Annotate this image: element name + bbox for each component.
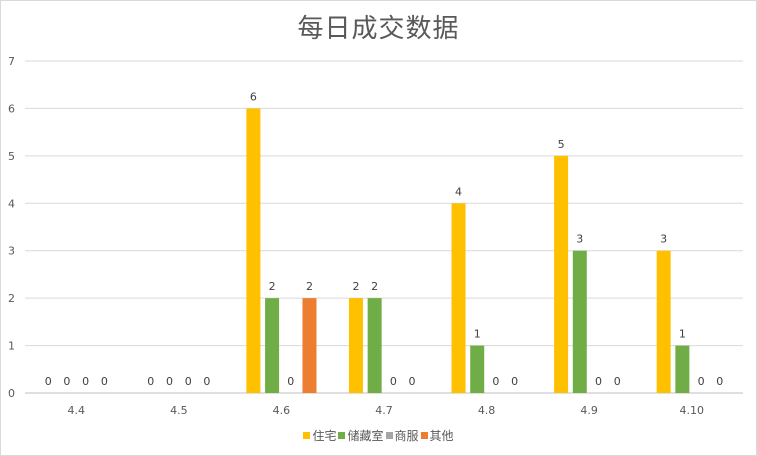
bar: [367, 298, 382, 393]
data-label: 0: [409, 375, 416, 388]
legend-swatch: [303, 432, 311, 439]
x-tick-label: 4.8: [478, 404, 496, 417]
data-label: 0: [63, 375, 70, 388]
legend-entry: 商服: [385, 427, 419, 444]
legend-entry: 储藏室: [338, 427, 384, 444]
bar: [470, 345, 485, 393]
data-label: 3: [660, 233, 667, 246]
bar: [265, 298, 280, 393]
chart-title: 每日成交数据: [297, 14, 460, 44]
y-tick-label: 2: [8, 292, 15, 305]
legend-entry: 住宅: [303, 427, 336, 444]
data-label: 1: [679, 328, 686, 341]
data-label: 4: [455, 185, 462, 198]
chart-legend: 住宅 储藏室 商服 其他: [0, 427, 757, 444]
data-label: 0: [390, 375, 397, 388]
legend-swatch: [420, 432, 428, 439]
data-label: 0: [101, 375, 108, 388]
y-tick-label: 7: [8, 55, 15, 68]
legend-label: 其他: [429, 429, 454, 443]
data-label: 0: [698, 375, 705, 388]
data-label: 5: [558, 138, 565, 151]
data-label: 6: [250, 90, 257, 103]
legend-entry: 其他: [420, 427, 454, 444]
data-label: 2: [269, 280, 276, 293]
data-label: 3: [576, 233, 583, 246]
data-label: 2: [371, 280, 378, 293]
data-label: 0: [147, 375, 154, 388]
data-label: 0: [716, 375, 723, 388]
bar: [656, 250, 671, 393]
data-label: 0: [492, 375, 499, 388]
data-label: 2: [306, 280, 313, 293]
y-tick-label: 3: [8, 245, 15, 258]
bar: [675, 345, 690, 393]
data-label: 0: [511, 375, 518, 388]
legend-label: 储藏室: [347, 429, 384, 443]
y-tick-label: 5: [8, 150, 15, 163]
bar: [451, 203, 466, 393]
bar: [554, 155, 569, 393]
legend-swatch: [338, 432, 346, 439]
x-tick-label: 4.7: [375, 404, 393, 417]
bar: [572, 250, 587, 393]
data-label: 0: [45, 375, 52, 388]
x-tick-label: 4.5: [170, 404, 188, 417]
data-label: 2: [352, 280, 359, 293]
x-tick-label: 4.4: [68, 404, 86, 417]
y-tick-label: 6: [8, 102, 15, 115]
data-label: 0: [166, 375, 173, 388]
bar: [348, 298, 363, 393]
x-tick-label: 4.9: [580, 404, 598, 417]
legend-label: 住宅: [312, 429, 337, 443]
y-tick-label: 4: [8, 197, 15, 210]
data-label: 0: [82, 375, 89, 388]
bar: [302, 298, 317, 393]
data-label: 0: [614, 375, 621, 388]
data-label: 0: [595, 375, 602, 388]
legend-label: 商服: [394, 429, 419, 443]
data-label: 0: [287, 375, 294, 388]
bar: [246, 108, 261, 393]
data-label: 0: [203, 375, 210, 388]
y-tick-label: 1: [8, 340, 15, 353]
x-tick-label: 4.6: [273, 404, 291, 417]
legend-swatch: [385, 432, 393, 439]
data-label: 0: [185, 375, 192, 388]
x-tick-label: 4.10: [679, 404, 704, 417]
data-label: 1: [474, 328, 481, 341]
y-tick-label: 0: [8, 387, 15, 400]
